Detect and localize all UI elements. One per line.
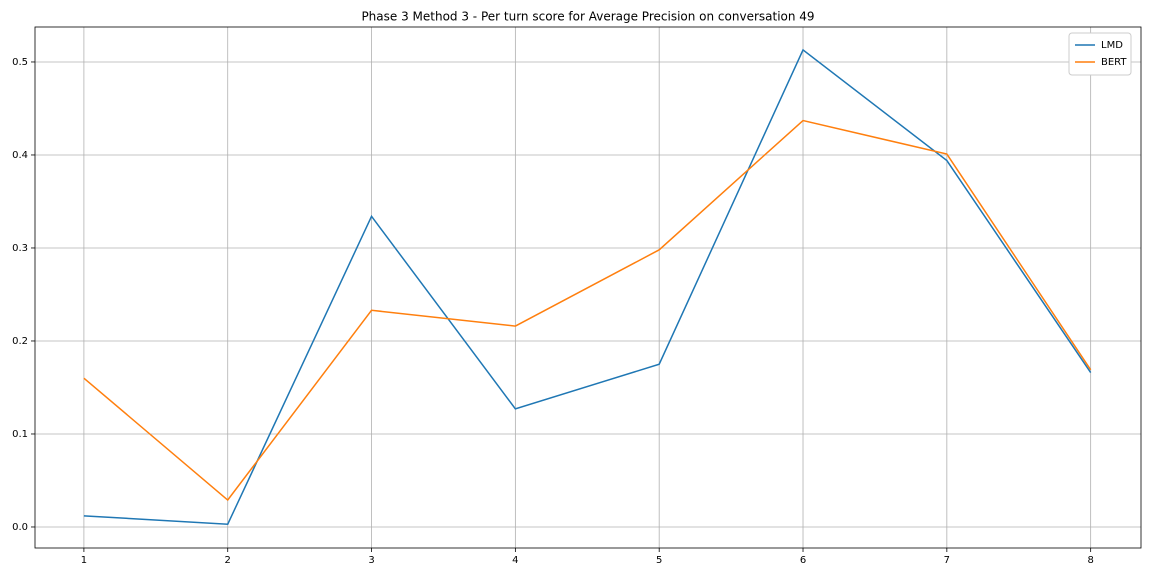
x-tick-label: 1: [81, 555, 87, 566]
y-tick-label: 0.0: [12, 522, 28, 533]
x-tick-label: 7: [944, 555, 950, 566]
y-tick-label: 0.3: [12, 243, 28, 254]
x-tick-label: 6: [800, 555, 806, 566]
legend-box: [1068, 32, 1132, 76]
x-tick-label: 4: [512, 555, 518, 566]
y-tick-label: 0.2: [12, 336, 28, 347]
legend-label: LMD: [1101, 40, 1123, 51]
y-tick-label: 0.5: [12, 57, 28, 68]
plot-frame: [34, 26, 1142, 549]
x-tick-label: 2: [225, 555, 231, 566]
y-tick-label: 0.4: [12, 150, 28, 161]
line-series: [83, 48, 1092, 525]
x-tick-label: 5: [656, 555, 662, 566]
x-tick-label: 8: [1087, 555, 1093, 566]
x-tick-label: 3: [368, 555, 374, 566]
chart-title: Phase 3 Method 3 - Per turn score for Av…: [361, 10, 814, 24]
line-series: [83, 119, 1092, 502]
y-tick-label: 0.1: [12, 429, 28, 440]
legend-label: BERT: [1101, 57, 1127, 68]
